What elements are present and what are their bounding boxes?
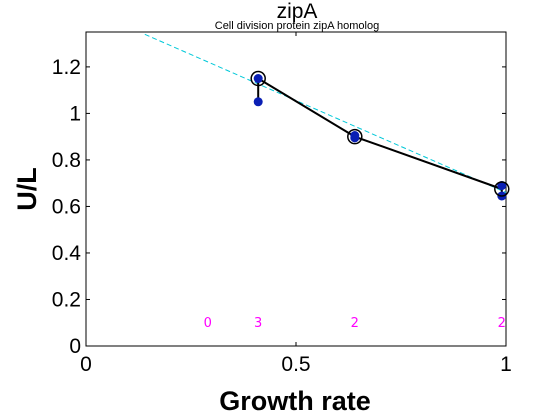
y-axis-label: U/L — [12, 167, 42, 211]
y-tick-label: 0.6 — [52, 195, 81, 218]
sample-count-label: 2 — [351, 316, 359, 331]
x-axis-label: Growth rate — [219, 386, 371, 416]
sample-count-label: 0 — [204, 316, 212, 331]
y-tick-label: 0.8 — [52, 149, 81, 172]
data-point — [497, 181, 507, 191]
y-tick-label: 0.2 — [52, 288, 81, 311]
mean-marker — [494, 181, 510, 197]
data-point — [253, 97, 263, 107]
y-tick-label: 1.2 — [52, 56, 81, 79]
data-point — [350, 133, 360, 143]
y-tick-label: 0 — [69, 335, 81, 358]
x-tick-label: 0.5 — [281, 353, 310, 376]
mean-marker — [347, 128, 363, 145]
sample-count-label: 2 — [498, 316, 506, 331]
fit-line — [144, 33, 507, 193]
y-tick-label: 0.4 — [52, 242, 82, 265]
y-tick-label: 1 — [69, 102, 81, 125]
x-tick-label: 0 — [80, 353, 92, 376]
x-tick-label: 1 — [500, 353, 512, 376]
data-point — [253, 74, 263, 84]
sample-count-label: 3 — [254, 316, 262, 331]
chart-subtitle: Cell division protein zipA homolog — [215, 20, 379, 32]
mean-marker — [250, 70, 266, 87]
chart-title: zipA — [277, 0, 318, 23]
